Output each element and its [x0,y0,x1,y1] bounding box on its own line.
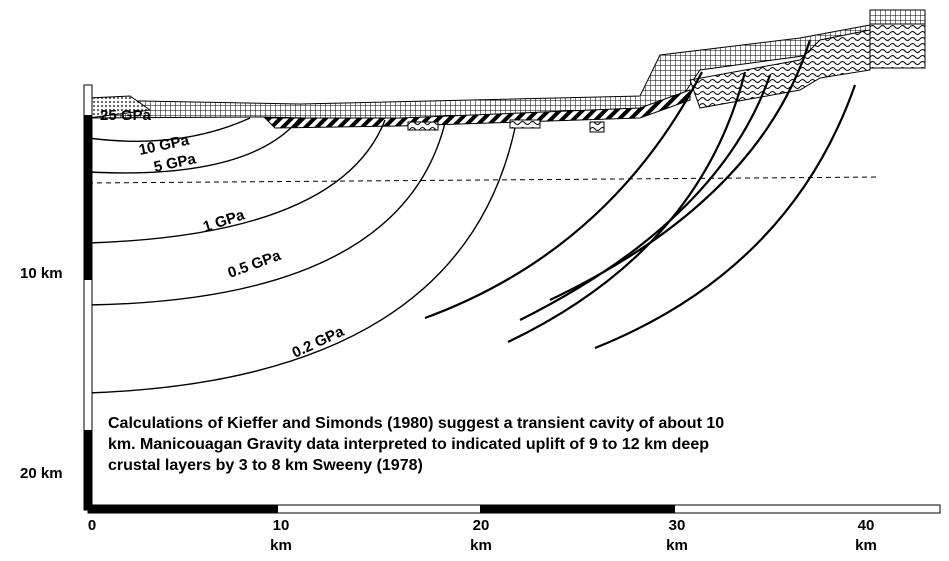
distance-tick-label: 0 [88,517,96,534]
top-cap [869,9,926,25]
fault [519,74,772,321]
dashed-line [87,176,881,184]
isobar [87,122,446,306]
distance-tick-label: 30 [669,517,686,534]
pressure-label: 25 GPa [100,107,152,124]
isobar [87,127,516,394]
caption-line: crustal layers by 3 to 8 km Sweeny (1978… [108,457,423,474]
lens [509,119,541,129]
distance-axis-bar [88,505,278,513]
distance-unit: km [270,537,292,554]
lens [589,121,605,133]
fault [549,39,812,301]
lens [407,121,439,131]
hatched-layer [263,89,691,129]
fault [594,84,857,350]
distance-axis-bar [480,505,675,513]
distance-tick-label: 40 [858,517,875,534]
distance-tick-label: 10 [273,517,290,534]
pressure-label: 1 GPa [201,206,247,236]
isobar [87,119,386,244]
depth-axis-bar [84,430,92,510]
caption-line: km. Manicouagan Gravity data interpreted… [108,436,709,453]
distance-unit: km [666,537,688,554]
depth-axis-bar [84,115,92,280]
isobar [87,117,251,142]
distance-tick-label: 20 [473,517,490,534]
distance-unit: km [855,537,877,554]
distance-unit: km [470,537,492,554]
depth-label: 10 km [20,265,63,282]
caption-line: Calculations of Kieffer and Simonds (198… [108,415,724,432]
pressure-label: 0.5 GPa [226,247,284,282]
depth-label: 20 km [20,465,63,482]
isobar [87,117,301,174]
fault [507,71,747,343]
fault [424,71,703,320]
